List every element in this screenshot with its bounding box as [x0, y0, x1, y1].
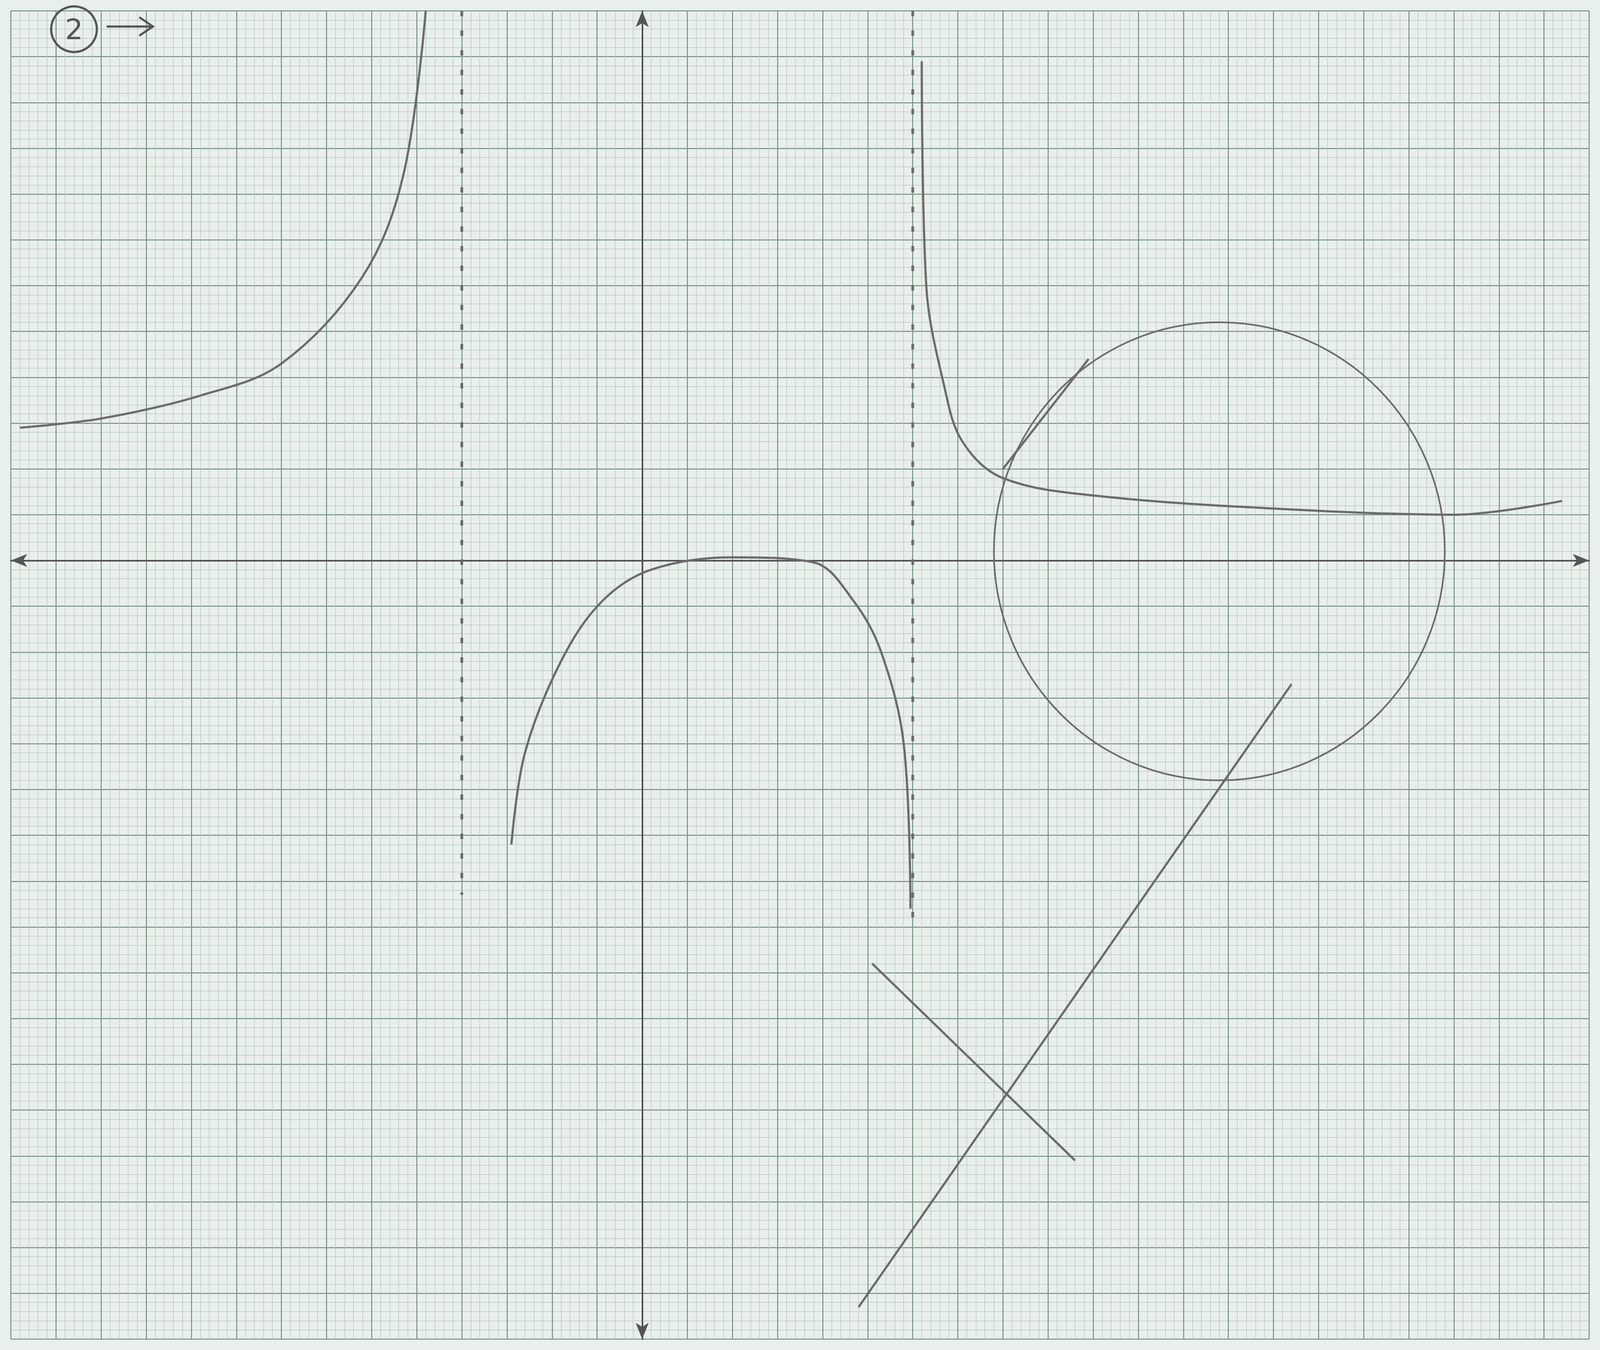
svg-text:2: 2	[64, 13, 83, 46]
